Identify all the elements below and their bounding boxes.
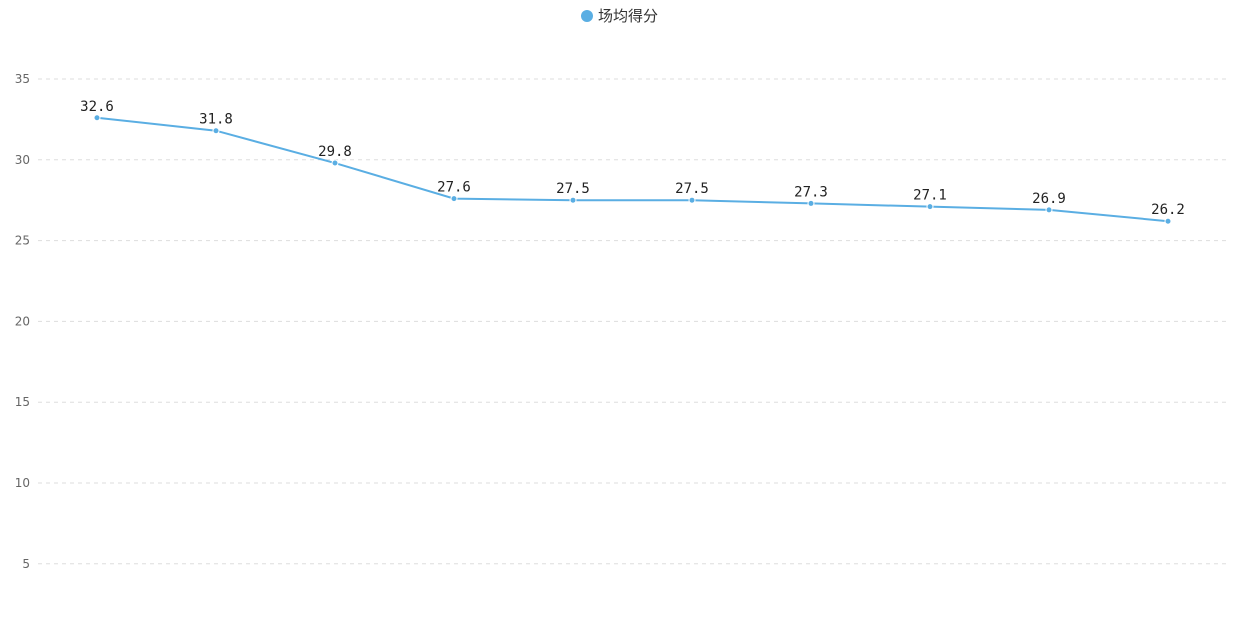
data-label-1: 31.8 [199,112,233,128]
y-tick-label-10: 10 [15,476,30,490]
data-point-9 [1164,217,1172,225]
data-point-8 [1045,206,1053,214]
legend-marker-icon [580,9,593,22]
y-tick-label-15: 15 [15,395,30,409]
data-label-4: 27.5 [556,181,590,197]
legend-label: 场均得分 [597,7,658,25]
y-tick-label-5: 5 [22,557,30,571]
y-tick-label-20: 20 [15,314,30,328]
data-point-3 [450,195,458,203]
data-point-0 [93,114,101,122]
y-tick-label-35: 35 [15,72,30,86]
data-point-7 [926,203,934,211]
legend-item-series[interactable]: 场均得分 [580,5,658,26]
data-label-3: 27.6 [437,180,471,196]
y-tick-label-25: 25 [15,234,30,248]
data-label-9: 26.2 [1151,202,1185,218]
data-point-5 [688,196,696,204]
legend[interactable]: 场均得分 [0,5,1239,26]
data-label-8: 26.9 [1032,191,1066,207]
data-label-7: 27.1 [913,188,947,204]
data-point-2 [331,159,339,167]
data-point-1 [212,127,220,135]
data-label-0: 32.6 [80,99,114,115]
data-label-2: 29.8 [318,144,352,160]
data-point-6 [807,199,815,207]
data-label-6: 27.3 [794,184,828,200]
data-label-5: 27.5 [675,181,709,197]
y-tick-label-30: 30 [15,153,30,167]
data-point-4 [569,196,577,204]
series-line [96,116,1169,223]
